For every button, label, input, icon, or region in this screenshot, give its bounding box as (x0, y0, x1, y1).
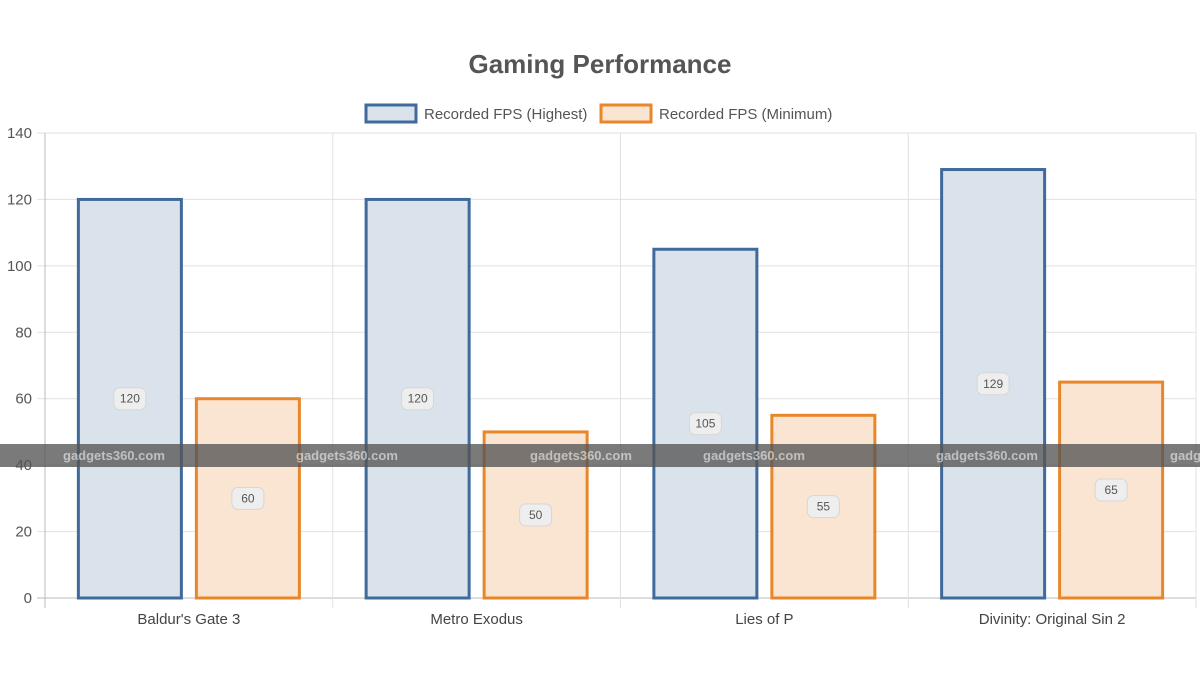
watermark-text: gadgets360.com (530, 448, 632, 463)
data-label-box (401, 387, 435, 411)
data-label: 120 (408, 392, 428, 406)
y-tick-label: 100 (7, 258, 32, 275)
watermark-text: gadgets360.com (703, 448, 805, 463)
data-label-box (688, 412, 722, 436)
data-labels: 120 120 105 129 60 50 55 65 (113, 372, 1128, 527)
x-category-label: Baldur's Gate 3 (137, 611, 240, 628)
y-axis: 020406080100120140 (7, 125, 32, 607)
y-tick-label: 140 (7, 125, 32, 142)
watermark-text: gadgets360.com (63, 448, 165, 463)
data-label-box (231, 486, 265, 510)
data-label: 129 (983, 377, 1003, 391)
legend: Recorded FPS (Highest) Recorded FPS (Mini… (364, 103, 832, 124)
data-label-box (1094, 478, 1128, 502)
data-label-box (113, 387, 147, 411)
chart-title: Gaming Performance (469, 49, 732, 79)
watermark-text: gadgets360.com (296, 448, 398, 463)
y-tick-label: 0 (24, 590, 32, 607)
y-tick-label: 80 (15, 324, 32, 341)
watermark-text: gadgets360.com (1170, 448, 1200, 463)
x-axis: Baldur's Gate 3 Metro Exodus Lies of P Divi… (137, 611, 1125, 628)
data-label: 50 (529, 508, 543, 522)
data-label: 120 (120, 392, 140, 406)
data-label: 55 (817, 500, 831, 514)
data-label-box (976, 372, 1010, 396)
data-label: 65 (1104, 483, 1118, 497)
y-tick-label: 60 (15, 391, 32, 408)
data-label: 60 (241, 491, 255, 505)
data-label: 105 (695, 417, 715, 431)
legend-swatch (599, 103, 653, 124)
x-category-label: Lies of P (735, 611, 793, 628)
legend-label: Recorded FPS (Highest) (424, 106, 587, 123)
data-label-box (519, 503, 553, 527)
data-label-box (806, 495, 840, 519)
legend-label: Recorded FPS (Minimum) (659, 106, 832, 123)
x-category-label: Divinity: Original Sin 2 (979, 611, 1126, 628)
x-category-label: Metro Exodus (430, 611, 523, 628)
y-tick-label: 20 (15, 524, 32, 541)
watermark-text: gadgets360.com (936, 448, 1038, 463)
legend-swatch (364, 103, 418, 124)
watermark-band: gadgets360.com gadgets360.com gadgets360.c… (0, 444, 1200, 467)
y-tick-label: 120 (7, 191, 32, 208)
watermark-bar (0, 444, 1200, 467)
